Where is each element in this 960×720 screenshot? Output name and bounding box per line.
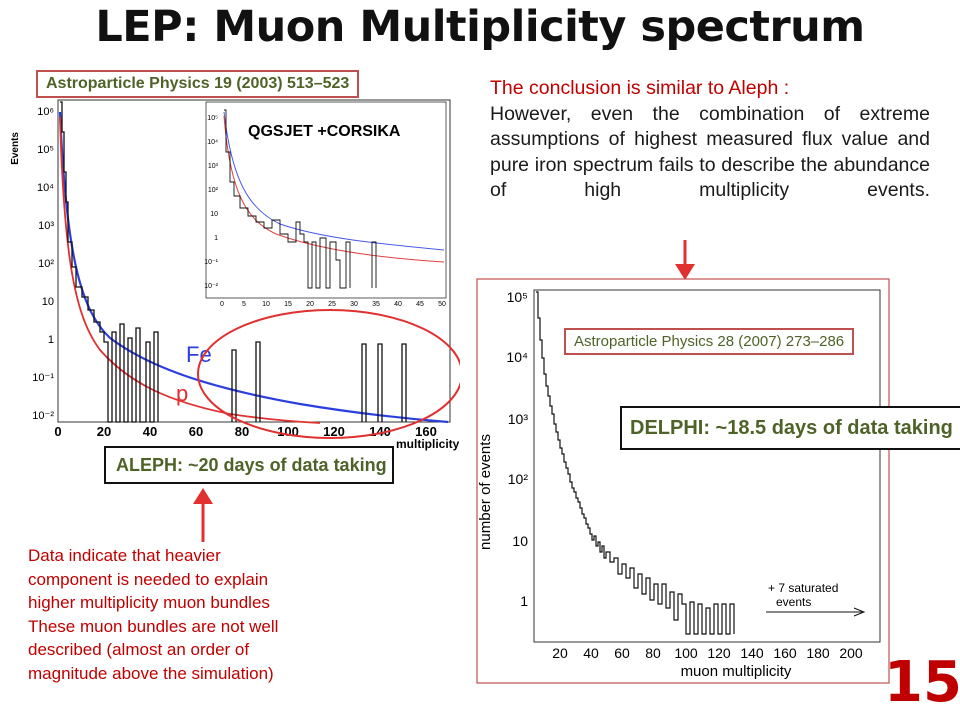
aleph-reference: Astroparticle Physics 19 (2003) 513–523 — [36, 70, 360, 98]
aleph-xtick: 160 — [415, 424, 437, 439]
delphi-saturated-line2: events — [776, 595, 811, 609]
inset-ytick: 10⁻¹ — [204, 259, 218, 266]
aleph-chart: Events 10⁶ 10⁵ 10⁴ 10³ 10² 10 1 10⁻¹ 10⁻… — [10, 99, 460, 451]
note-line: higher multiplicity muon bundles — [28, 593, 270, 612]
note-line: magnitude above the simulation) — [28, 663, 274, 683]
inset-ytick: 10 — [210, 211, 218, 218]
delphi-ytick: 10³ — [508, 411, 529, 427]
aleph-ytick: 10⁶ — [37, 106, 54, 118]
delphi-data-histogram — [536, 291, 735, 635]
delphi-xtick: 20 — [552, 645, 568, 661]
arrow-right-icon — [853, 607, 866, 617]
inset-xtick: 40 — [394, 301, 402, 308]
aleph-p-curve — [59, 116, 321, 424]
page-title: LEP: Muon Multiplicity spectrum — [95, 2, 865, 52]
delphi-xtick: 60 — [614, 645, 630, 661]
inset-ytick: 10⁻² — [204, 283, 218, 290]
delphi-xtick: 120 — [707, 645, 731, 661]
aleph-xtick: 60 — [189, 424, 203, 439]
delphi-data-taking-label: DELPHI: ~18.5 days of data taking — [620, 406, 960, 450]
aleph-p-label: p — [176, 381, 188, 406]
aleph-ytick: 1 — [48, 334, 54, 346]
inset-data-histogram — [224, 109, 377, 289]
aleph-xtick: 20 — [97, 424, 111, 439]
aleph-ytick: 10 — [42, 296, 54, 308]
conclusion-body: However, even the combination of extreme… — [490, 102, 930, 202]
delphi-xtick: 200 — [839, 645, 863, 661]
aleph-ytick: 10² — [38, 258, 54, 270]
aleph-data-taking-label: ALEPH: ~20 days of data taking — [104, 446, 394, 484]
delphi-xtick: 80 — [645, 645, 661, 661]
aleph-data-high-bins — [231, 341, 407, 422]
inset-ytick: 10³ — [208, 163, 219, 170]
note-text: Data indicate that heavier component is … — [28, 544, 408, 685]
note-line: Data indicate that heavier — [28, 546, 221, 565]
inset-xtick: 45 — [416, 301, 424, 308]
aleph-inset: QGSJET +CORSIKA 10⁵ 10⁴ 10³ 10² 10 1 10⁻… — [204, 101, 447, 308]
delphi-ylabel: number of events — [477, 434, 494, 550]
aleph-fe-curve — [58, 111, 449, 424]
note-line: described (almost an order of — [28, 640, 250, 659]
inset-xtick: 10 — [262, 301, 270, 308]
aleph-ytick: 10⁵ — [37, 144, 54, 156]
aleph-fe-label: Fe — [186, 342, 212, 367]
aleph-x-ticks: 0 20 40 60 80 100 120 140 160 — [54, 424, 436, 439]
aleph-ytick: 10⁻² — [32, 410, 54, 422]
delphi-plot-frame — [533, 289, 881, 643]
delphi-ytick: 10⁵ — [507, 289, 528, 305]
delphi-xtick: 140 — [740, 645, 764, 661]
conclusion-text: The conclusion is similar to Aleph : How… — [490, 76, 930, 204]
inset-ytick: 1 — [214, 235, 218, 242]
delphi-xtick: 180 — [806, 645, 830, 661]
delphi-ytick: 10⁴ — [506, 349, 528, 365]
delphi-xtick: 160 — [773, 645, 797, 661]
delphi-xtick: 40 — [583, 645, 599, 661]
inset-xtick: 5 — [242, 301, 246, 308]
inset-xtick: 0 — [220, 301, 224, 308]
inset-ytick: 10⁴ — [207, 139, 218, 146]
delphi-xlabel: muon multiplicity — [681, 663, 792, 680]
aleph-y-ticks: 10⁶ 10⁵ 10⁴ 10³ 10² 10 1 10⁻¹ 10⁻² — [32, 106, 54, 422]
note-line: component is needed to explain — [28, 569, 269, 589]
delphi-ytick: 10² — [508, 471, 529, 487]
inset-ytick: 10⁵ — [207, 115, 218, 122]
aleph-highlight-ellipse — [197, 309, 460, 439]
arrow-up-icon — [193, 488, 213, 542]
slide-number: 15 — [884, 650, 960, 715]
aleph-ytick: 10⁴ — [37, 182, 54, 194]
aleph-data-histogram — [60, 101, 159, 423]
aleph-inset-label: QGSJET +CORSIKA — [248, 123, 401, 140]
delphi-saturated-line1: + 7 saturated — [768, 581, 838, 595]
aleph-xtick: 120 — [323, 424, 345, 439]
inset-xtick: 50 — [438, 301, 446, 308]
inset-xtick: 20 — [306, 301, 314, 308]
aleph-ytick: 10³ — [38, 220, 54, 232]
delphi-xtick: 100 — [674, 645, 698, 661]
delphi-ytick: 10 — [512, 533, 528, 549]
inset-xtick: 25 — [328, 301, 336, 308]
inset-xtick: 30 — [350, 301, 358, 308]
delphi-reference: Astroparticle Physics 28 (2007) 273–286 — [564, 328, 855, 355]
note-line: These muon bundles are not well — [28, 616, 279, 636]
arrow-down-icon — [675, 240, 695, 280]
inset-ytick: 10² — [208, 187, 219, 194]
inset-p-curve — [223, 115, 445, 263]
aleph-xtick: 80 — [235, 424, 249, 439]
conclusion-lead: The conclusion is similar to Aleph : — [490, 77, 790, 99]
inset-xtick: 35 — [372, 301, 380, 308]
aleph-plot-frame — [57, 99, 451, 423]
aleph-xtick: 40 — [143, 424, 157, 439]
aleph-ytick: 10⁻¹ — [32, 372, 54, 384]
aleph-xlabel: multiplicity — [396, 437, 460, 451]
aleph-ylabel: Events — [10, 132, 21, 165]
aleph-xtick: 0 — [54, 424, 61, 439]
delphi-ytick: 1 — [520, 593, 528, 609]
inset-xtick: 15 — [284, 301, 292, 308]
